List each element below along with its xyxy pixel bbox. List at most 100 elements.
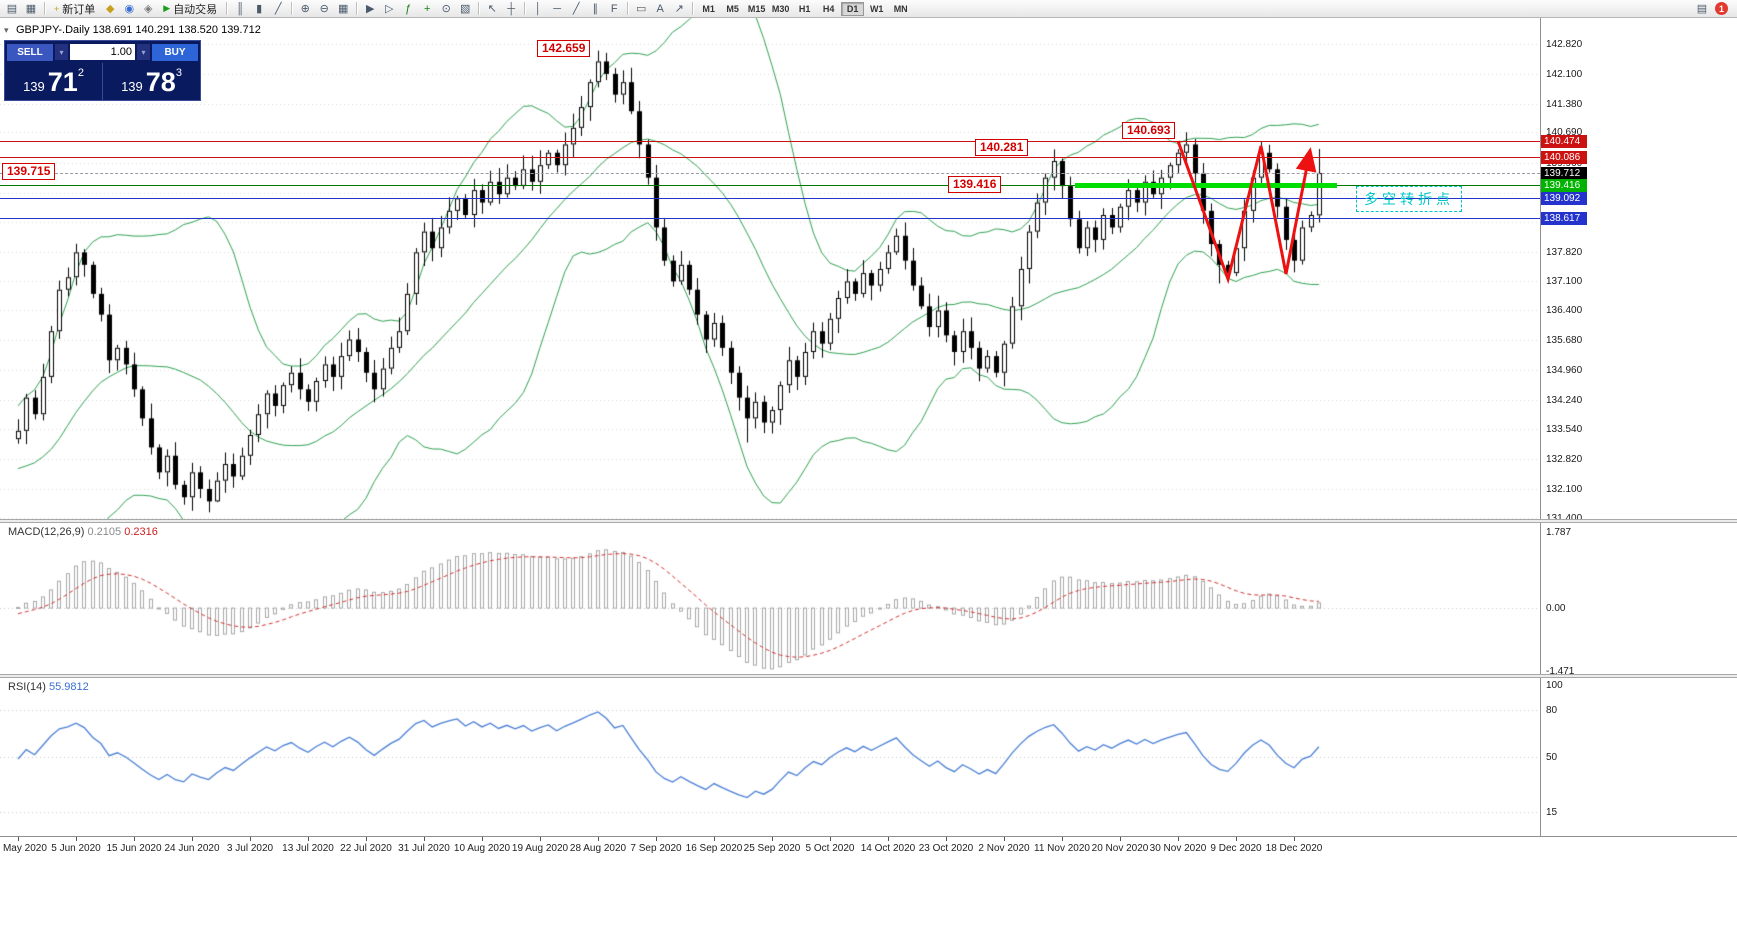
toolbar-separator (44, 2, 45, 15)
arrow-objects-icon[interactable]: ↗ (674, 3, 684, 15)
line-chart-icon[interactable]: ╱ (274, 3, 282, 15)
timeframe-d1-button[interactable]: D1 (841, 1, 865, 16)
toolbar-separator (692, 2, 694, 15)
date-tick (1236, 837, 1237, 841)
macd-canvas[interactable] (0, 523, 1540, 674)
auto-trading-button[interactable]: ▶ 自动交易 (158, 1, 222, 16)
price-callout-142.659[interactable]: 142.659 (537, 40, 591, 57)
periods-icon[interactable]: ⊙ (441, 3, 451, 15)
timeframe-m15-button[interactable]: M15 (747, 3, 766, 14)
turning-point-text-annotation[interactable]: 多空转折点 (1356, 186, 1462, 212)
date-label: 31 Jul 2020 (398, 843, 450, 854)
new-order-button[interactable]: + 新订单 (49, 1, 100, 16)
date-tick (946, 837, 947, 841)
price-callout-139.715[interactable]: 139.715 (2, 163, 56, 180)
date-label: 22 Jul 2020 (340, 843, 392, 854)
toolbar-separator (291, 2, 293, 15)
data-window-icon[interactable]: ◈ (144, 3, 153, 15)
timeframe-m5-button[interactable]: M5 (726, 3, 739, 14)
price-callout-140.281[interactable]: 140.281 (975, 139, 1029, 156)
price-tag-138.617: 138.617 (1541, 211, 1587, 225)
timeframe-m30-button[interactable]: M30 (771, 3, 790, 14)
timeframe-mn-button[interactable]: MN (893, 3, 908, 14)
macd-axis-label: 1.787 (1546, 527, 1572, 539)
date-label: 25 Sep 2020 (743, 843, 801, 854)
timeframe-h1-button[interactable]: H1 (798, 3, 811, 14)
market-watch-icon[interactable]: ◉ (124, 3, 135, 15)
shapes-icon[interactable]: ▭ (635, 3, 647, 15)
window-layout-icon[interactable]: ▦ (25, 3, 37, 15)
buy-button[interactable]: BUY (152, 43, 198, 61)
templates-icon[interactable]: ▧ (459, 3, 471, 15)
add-indicator-icon[interactable]: + (423, 2, 431, 15)
crosshair-icon[interactable]: ┼ (507, 2, 516, 15)
date-tick (250, 837, 251, 841)
chart-info-line: GBPJPY-.Daily 138.691 140.291 138.520 13… (16, 24, 261, 36)
date-tick (888, 837, 889, 841)
timeframe-h4-button[interactable]: H4 (822, 3, 835, 14)
date-label: 13 Jul 2020 (282, 843, 334, 854)
horizontal-line-icon[interactable]: ─ (553, 2, 562, 15)
trendline-icon[interactable]: ╱ (572, 3, 580, 15)
equidistant-channel-icon[interactable]: ∥ (592, 3, 598, 15)
date-tick (192, 837, 193, 841)
date-tick (424, 837, 425, 841)
date-label: 11 Nov 2020 (1034, 843, 1090, 854)
horizontal-line-140.474[interactable] (0, 140, 1540, 142)
sell-quote[interactable]: 139 71 2 (5, 63, 102, 100)
new-chart-icon[interactable]: ▤ (6, 3, 18, 15)
rsi-name: RSI(14) (8, 681, 46, 693)
support-zone-segment[interactable] (1075, 183, 1337, 189)
volume-input[interactable]: 1.00 (70, 44, 135, 60)
indicators-icon[interactable]: ƒ (405, 2, 412, 15)
horizontal-line-138.617[interactable] (0, 217, 1540, 219)
auto-scroll-icon[interactable]: ▶ (365, 3, 375, 15)
buy-quote[interactable]: 139 78 3 (102, 63, 200, 100)
horizontal-line-139.416[interactable] (0, 184, 1540, 186)
zoom-out-icon[interactable]: ⊖ (319, 3, 329, 15)
horizontal-line-139.092[interactable] (0, 198, 1540, 200)
timeframe-w1-button[interactable]: W1 (869, 3, 884, 14)
sound-alert-icon[interactable]: ◆ (106, 3, 115, 15)
price-axis-label: 132.100 (1546, 483, 1583, 495)
price-callout-140.693[interactable]: 140.693 (1122, 122, 1176, 139)
date-tick (772, 837, 773, 841)
date-label: 3 Jul 2020 (226, 843, 274, 854)
price-tag-140.474: 140.474 (1541, 134, 1587, 148)
chart-shift-icon[interactable]: ▷ (384, 3, 394, 15)
horizontal-line-139.712[interactable] (0, 172, 1540, 174)
cursor-icon[interactable]: ↖ (487, 3, 497, 15)
chart-list-icon[interactable]: ▤ (1696, 3, 1708, 15)
panel-splitter-macd[interactable] (0, 519, 1737, 523)
order-type-dropdown-icon[interactable]: ▾ (55, 44, 68, 60)
tile-windows-icon[interactable]: ▦ (337, 3, 349, 15)
price-tag-139.092: 139.092 (1541, 192, 1587, 206)
one-click-trading-widget: SELL ▾ 1.00 ▾ BUY 139 71 2 139 78 3 (4, 40, 201, 101)
zoom-in-icon[interactable]: ⊕ (300, 3, 310, 15)
price-axis[interactable] (1540, 17, 1541, 836)
rsi-canvas[interactable] (0, 678, 1540, 836)
text-label-icon[interactable]: A (656, 2, 664, 15)
macd-axis-label: 0.00 (1546, 603, 1566, 615)
panel-splitter-rsi[interactable] (0, 674, 1737, 678)
timeframe-m1-button[interactable]: M1 (702, 3, 715, 14)
vertical-line-icon[interactable]: │ (534, 2, 542, 15)
new-order-button-icon: + (54, 3, 60, 14)
date-label: 5 Oct 2020 (805, 843, 855, 854)
date-label: 19 Aug 2020 (511, 843, 569, 854)
rsi-axis-label: 100 (1546, 680, 1563, 691)
price-chart-canvas[interactable] (0, 17, 1540, 519)
price-axis-label: 137.100 (1546, 276, 1583, 288)
candlestick-chart-icon[interactable]: ▮ (256, 3, 263, 15)
horizontal-line-140.086[interactable] (0, 156, 1540, 158)
sell-button[interactable]: SELL (7, 43, 53, 61)
fibonacci-icon[interactable]: F (610, 2, 618, 15)
bar-chart-icon[interactable]: ║ (236, 2, 245, 15)
price-callout-139.416[interactable]: 139.416 (948, 176, 1002, 193)
date-tick (714, 837, 715, 841)
volume-dropdown-icon[interactable]: ▾ (137, 44, 150, 60)
notification-badge[interactable]: 1 (1715, 2, 1728, 15)
date-tick (1062, 837, 1063, 841)
one-click-panel-toggle-icon[interactable]: ▾ (4, 25, 9, 35)
